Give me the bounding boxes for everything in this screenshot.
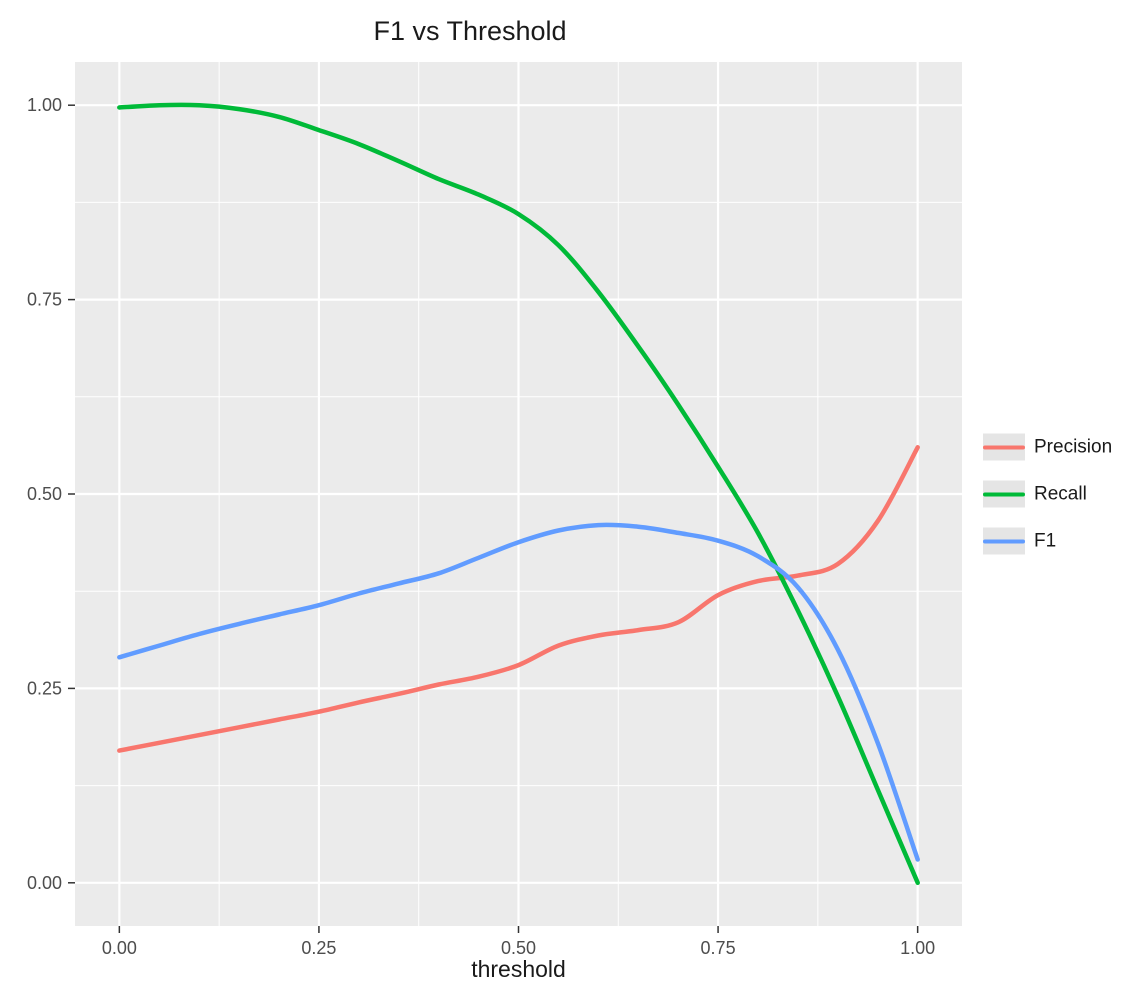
legend: Precision Recall F1 [983, 433, 1113, 555]
x-tick-label: 1.00 [900, 938, 935, 958]
legend-key-line [983, 539, 1025, 543]
x-tick-label: 0.50 [501, 938, 536, 958]
series-line-recall [117, 102, 920, 886]
y-tick-label: 1.00 [27, 95, 62, 115]
x-tick-label: 0.25 [301, 938, 336, 958]
y-tick-label: 0.75 [27, 290, 62, 310]
legend-label: F1 [1034, 530, 1057, 551]
chart-title: F1 vs Threshold [373, 16, 567, 46]
x-tick-label: 0.00 [102, 938, 137, 958]
y-tick-label: 0.00 [27, 873, 62, 893]
legend-key [983, 433, 1025, 461]
series-line-f1 [117, 522, 920, 862]
x-axis-label: threshold [471, 956, 566, 982]
legend-key [983, 480, 1025, 508]
legend-label: Precision [1034, 436, 1113, 457]
legend-entry-f1: F1 [983, 527, 1112, 555]
y-tick-label: 0.25 [27, 678, 62, 698]
legend-label: Recall [1034, 483, 1087, 504]
legend-key-line [983, 492, 1025, 496]
x-tick-label: 0.75 [701, 938, 736, 958]
legend-entry-precision: Precision [983, 433, 1113, 461]
legend-entry-recall: Recall [983, 480, 1112, 508]
legend-key-line [983, 445, 1025, 449]
series-line-precision [117, 445, 920, 753]
y-tick-label: 0.50 [27, 484, 62, 504]
legend-key [983, 527, 1025, 555]
